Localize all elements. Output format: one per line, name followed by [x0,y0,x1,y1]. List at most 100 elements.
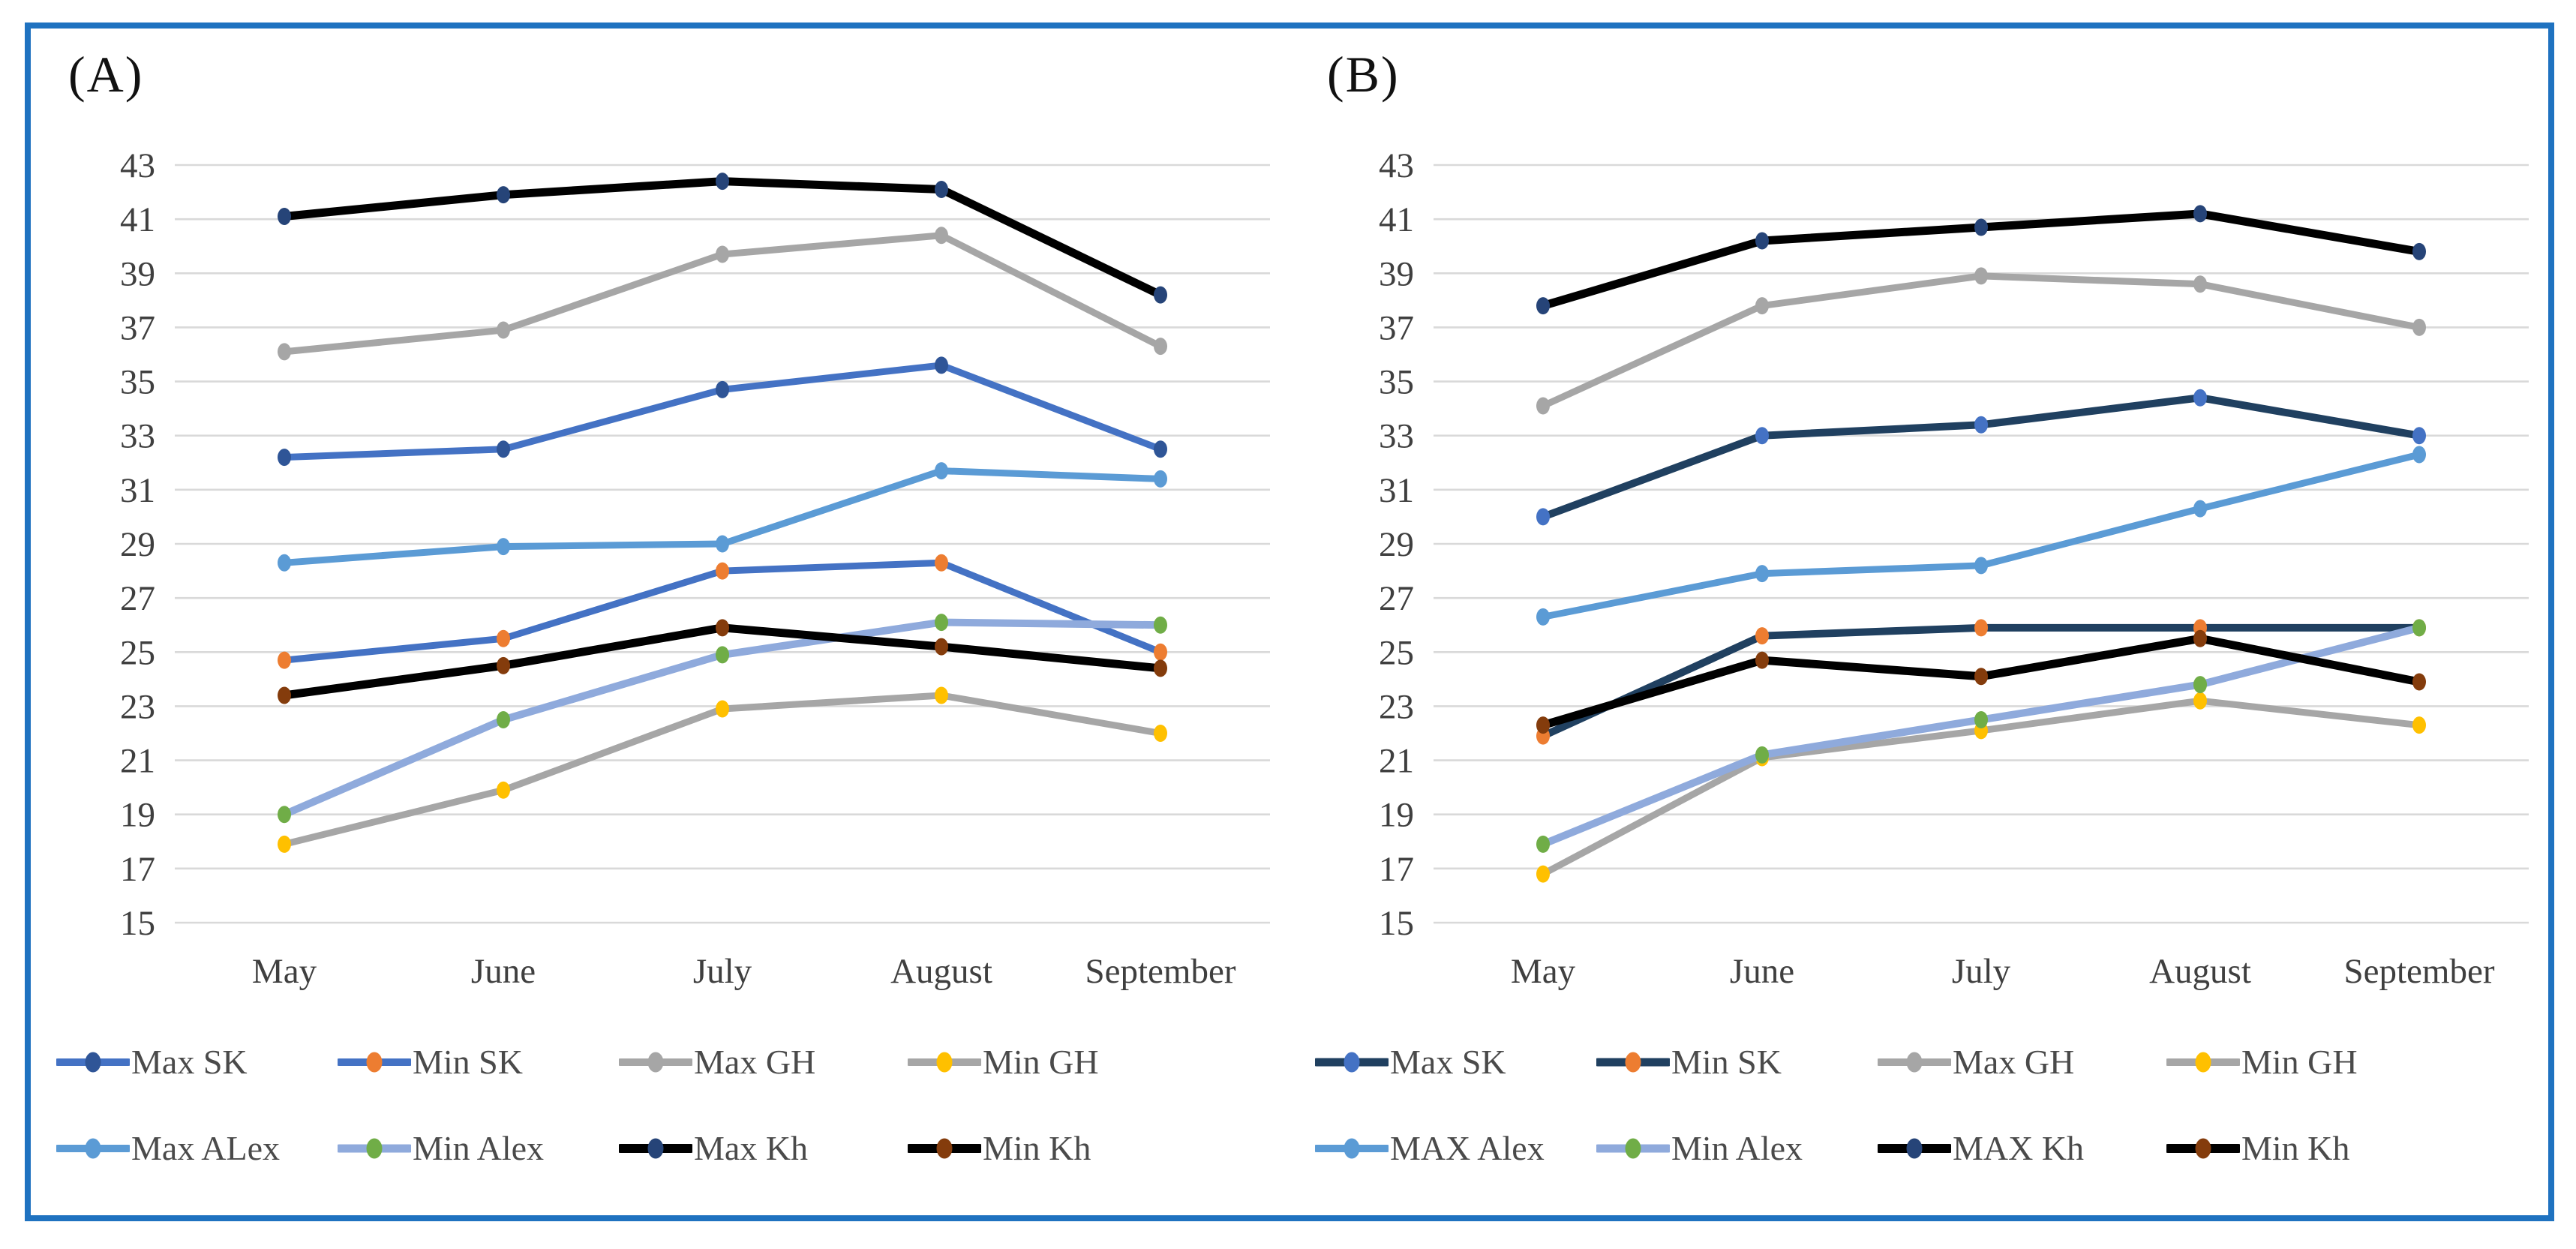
legend-label: Min Kh [983,1129,1091,1167]
legend-key-max-kh [1878,1138,1951,1158]
chart-a: 43 41 39 37 35 33 31 29 27 25 23 21 19 17 15 May June Jul… [120,146,1270,991]
panel-b-title: (B) [1327,46,1400,103]
legend-label: Min GH [2241,1043,2358,1081]
legend-item-min-sk: Min SK [338,1042,619,1082]
figure-frame: (A) 43 41 39 37 35 33 31 29 27 25 23 21 19 17 15 May Jun… [25,23,2554,1221]
svg-text:August: August [2149,952,2251,991]
legend-label: Min SK [1671,1043,1782,1081]
legend-item-max-sk: Max SK [1315,1042,1596,1082]
svg-text:29: 29 [120,525,155,564]
legend-key-min-alex [338,1138,411,1158]
legend-label: Max SK [131,1043,248,1081]
legend-label: MAX Kh [1953,1129,2085,1167]
svg-text:21: 21 [1379,742,1414,781]
legend-item-max-alex: Max ALex [56,1128,338,1168]
svg-text:June: June [471,952,536,991]
svg-text:31: 31 [120,471,155,510]
legend-key-min-sk [338,1052,411,1072]
legend-label: Min Kh [2241,1129,2350,1167]
legend-label: Max GH [694,1043,816,1081]
legend-label: Max Kh [694,1129,809,1167]
svg-text:May: May [252,952,317,991]
legend-item-max-kh: MAX Kh [1878,1128,2166,1168]
svg-text:15: 15 [1379,904,1414,943]
svg-text:33: 33 [120,417,155,456]
svg-text:41: 41 [1379,200,1414,239]
legend-key-min-kh [2166,1138,2240,1158]
svg-text:41: 41 [120,200,155,239]
svg-text:June: June [1730,952,1794,991]
legend-label: Min GH [983,1043,1099,1081]
legend-key-min-sk [1596,1052,1670,1072]
legend-key-max-kh [619,1138,692,1158]
legend-key-max-gh [1878,1052,1951,1072]
legend-key-max-sk [56,1052,130,1072]
svg-text:September: September [2344,952,2495,991]
svg-text:29: 29 [1379,525,1414,564]
legend-key-min-alex [1596,1138,1670,1158]
legend-label: Max ALex [131,1129,281,1167]
legend-item-min-gh: Min GH [908,1042,1196,1082]
legend-row: Max ALex Min Alex Max Kh Min Kh [56,1128,1290,1168]
svg-text:August: August [890,952,992,991]
legend-item-min-sk: Min SK [1596,1042,1878,1082]
svg-text:31: 31 [1379,471,1414,510]
chart-b: 43 41 39 37 35 33 31 29 27 25 23 21 19 17 15 May June Jul… [1379,146,2529,991]
legend-key-max-sk [1315,1052,1389,1072]
legend-row: MAX Alex Min Alex MAX Kh Min Kh [1315,1128,2548,1168]
svg-text:35: 35 [1379,363,1414,402]
svg-text:23: 23 [120,687,155,726]
svg-text:35: 35 [120,363,155,402]
legend-item-min-alex: Min Alex [338,1128,619,1168]
svg-text:37: 37 [120,308,155,347]
svg-text:17: 17 [1379,850,1414,889]
legend-item-max-gh: Max GH [1878,1042,2166,1082]
svg-text:27: 27 [1379,579,1414,618]
legend-item-min-alex: Min Alex [1596,1128,1878,1168]
svg-text:19: 19 [1379,796,1414,835]
legend-row: Max SK Min SK Max GH Min GH [56,1042,1290,1082]
panel-a-title: (A) [68,46,144,103]
legend-key-min-kh [908,1138,981,1158]
legend-b: Max SK Min SK Max GH Min GH MAX Alex Min Alex… [1290,1022,2548,1168]
svg-text:43: 43 [120,146,155,185]
svg-text:19: 19 [120,796,155,835]
svg-text:25: 25 [120,633,155,672]
svg-text:July: July [693,952,752,991]
svg-text:September: September [1085,952,1236,991]
svg-text:17: 17 [120,850,155,889]
legend-item-min-gh: Min GH [2166,1042,2455,1082]
svg-text:21: 21 [120,742,155,781]
legend-key-min-gh [908,1052,981,1072]
svg-text:25: 25 [1379,633,1414,672]
svg-text:July: July [1952,952,2011,991]
svg-text:23: 23 [1379,687,1414,726]
legend-item-max-sk: Max SK [56,1042,338,1082]
legend-key-max-alex [56,1138,130,1158]
legend-key-min-gh [2166,1052,2240,1072]
legend-item-min-kh: Min Kh [2166,1128,2455,1168]
legend-item-max-gh: Max GH [619,1042,908,1082]
legend-label: Max SK [1390,1043,1506,1081]
legend-item-min-kh: Min Kh [908,1128,1196,1168]
legend-label: Max GH [1953,1043,2075,1081]
svg-text:37: 37 [1379,308,1414,347]
svg-text:15: 15 [120,904,155,943]
legend-label: Min Alex [1671,1129,1803,1167]
legend-key-max-gh [619,1052,692,1072]
svg-text:39: 39 [120,254,155,293]
legend-item-max-alex: MAX Alex [1315,1128,1596,1168]
legend-item-max-kh: Max Kh [619,1128,908,1168]
svg-text:43: 43 [1379,146,1414,185]
svg-text:May: May [1511,952,1576,991]
svg-text:39: 39 [1379,254,1414,293]
legend-label: Min SK [413,1043,523,1081]
legend-label: MAX Alex [1390,1129,1545,1167]
legend-key-max-alex [1315,1138,1389,1158]
svg-text:27: 27 [120,579,155,618]
legend-a: Max SK Min SK Max GH Min GH Max ALex Min Alex… [31,1022,1290,1168]
panel-a: (A) 43 41 39 37 35 33 31 29 27 25 23 21 19 17 15 May Jun… [31,29,1290,1215]
svg-text:33: 33 [1379,417,1414,456]
legend-label: Min Alex [413,1129,545,1167]
panel-b: (B) 43 41 39 37 35 33 31 29 27 25 23 21 19 17 15 May Jun… [1290,29,2548,1215]
